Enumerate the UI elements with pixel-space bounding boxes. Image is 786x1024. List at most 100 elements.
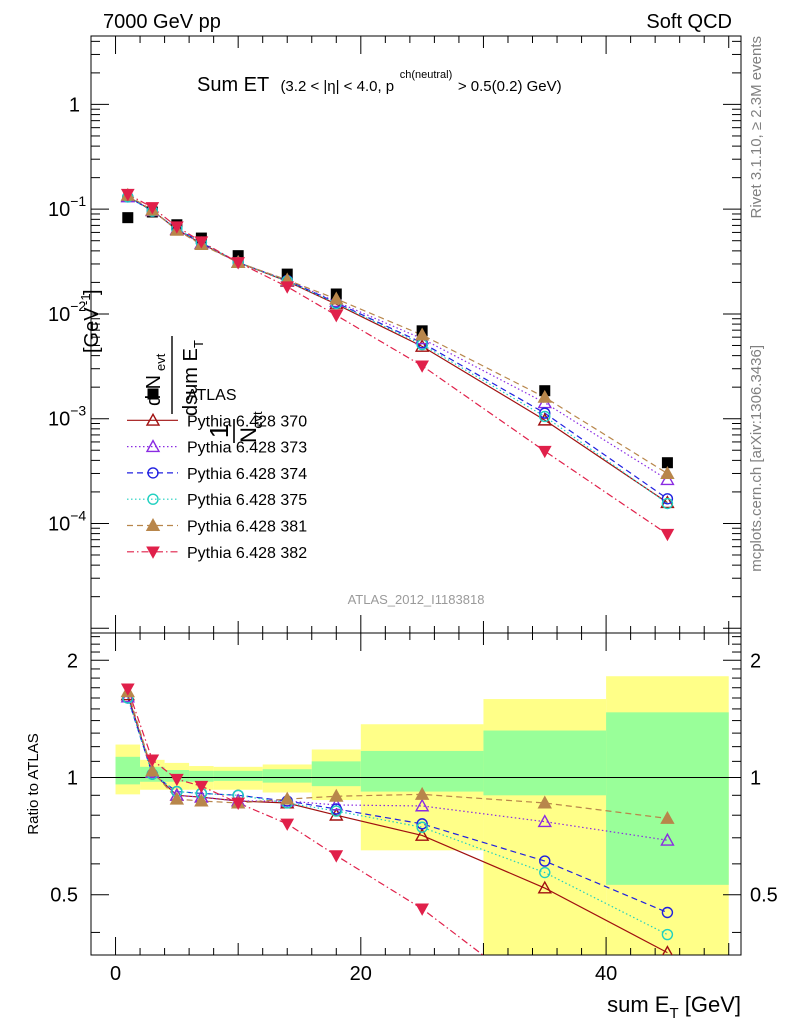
main-data-point — [661, 497, 674, 510]
main-data-point — [660, 466, 675, 479]
main-frame — [90, 35, 742, 634]
ratio-data-point — [539, 866, 551, 879]
x-tick-label: 40 — [595, 963, 617, 985]
ratio-data-point — [145, 754, 160, 767]
ratio-series-markers — [120, 683, 675, 955]
ratio-data-point — [414, 798, 430, 812]
legend-marker — [147, 467, 159, 479]
ratio-series-line — [127, 691, 668, 820]
ratio-xlabel-sub: T — [669, 1005, 678, 1022]
ratio-data-point — [414, 827, 430, 841]
main-series-line — [127, 196, 668, 481]
ratio-xlabel-unit: [GeV] — [679, 992, 741, 1017]
main-data-point — [280, 281, 295, 294]
ratio-xlabel: sum ET [GeV] — [607, 992, 741, 1022]
main-title: Sum ET (3.2 < |η| < 4.0, p ch(neutral) >… — [197, 61, 562, 96]
ratio-frame — [90, 632, 742, 956]
ratio-data-point — [661, 906, 674, 919]
ratio-xlabel-main: sum E — [607, 992, 669, 1017]
main-title-cond-a: (3.2 < |η| < 4.0, p — [280, 78, 394, 95]
main-series-line — [127, 194, 668, 474]
ratio-data-point — [415, 903, 429, 916]
main-data-point — [660, 528, 675, 542]
legend-marker — [145, 412, 161, 426]
ratio-data-point — [537, 814, 552, 828]
ratio-data-point — [145, 763, 160, 777]
series-lines — [127, 193, 668, 955]
ratio-y-tick-label-right: 0.5 — [750, 885, 778, 907]
main-series-line — [127, 196, 668, 505]
ratio-y-tick-label-left: 0.5 — [50, 885, 78, 907]
ratio-data-point — [231, 797, 246, 811]
ratio-y-tick-label-left: 1 — [67, 767, 78, 789]
legend-marker — [145, 518, 161, 531]
svg-text:1: 1 — [204, 424, 234, 438]
ratio-y-tick-label-right: 1 — [750, 767, 761, 789]
ratio-data-point — [330, 805, 342, 817]
svg-text:-1: -1 — [78, 293, 93, 305]
legend-marker — [146, 546, 160, 559]
legend-label: Pythia 6.428 382 — [187, 545, 307, 562]
legend-label: Pythia 6.428 370 — [187, 413, 307, 430]
header-right: Soft QCD — [646, 11, 732, 33]
main-data-point — [537, 445, 552, 459]
ratio-data-point — [329, 850, 344, 863]
header-left: 7000 GeV pp — [103, 11, 221, 33]
ratio-data-point — [169, 791, 185, 805]
mcplots-label: mcplots.cern.ch [arXiv:1306.3436] — [748, 345, 765, 572]
svg-text:N: N — [236, 427, 261, 443]
ratio-data-point — [661, 928, 674, 941]
band-inner-bin — [213, 770, 263, 781]
ratio-data-point — [194, 780, 209, 794]
ratio-series-line — [127, 696, 668, 841]
band-inner-bin — [189, 770, 214, 782]
main-data-point — [145, 202, 160, 215]
x-tick-label: 0 — [110, 963, 121, 985]
ratio-series-line — [127, 688, 484, 955]
ratio-data-point — [280, 791, 295, 805]
main-ylabel: 1 N evt d N evt dsum E T [GeV -1 ] — [78, 289, 265, 443]
main-data-point — [539, 407, 551, 419]
ratio-data-point — [280, 818, 295, 831]
main-data-point — [661, 493, 674, 505]
main-data-point — [329, 310, 344, 323]
legend-label: Pythia 6.428 374 — [187, 466, 307, 483]
ratio-data-point — [661, 945, 673, 955]
x-tick-label: 20 — [350, 963, 372, 985]
ratio-data-point — [120, 683, 135, 696]
legend: ATLAS Pythia 6.428 370 Pythia 6.428 373 Pyt… — [127, 387, 307, 562]
ratio-data-point — [194, 793, 209, 807]
main-data-point — [329, 291, 344, 305]
ratio-data-point — [539, 855, 551, 867]
main-title-cond-sup: ch(neutral) — [400, 69, 453, 81]
y-tick-label: 10−3 — [48, 403, 86, 431]
svg-text:T: T — [191, 340, 206, 348]
analysis-id: ATLAS_2012_I1183818 — [348, 592, 485, 607]
ratio-y-tick-label-right: 2 — [750, 650, 761, 672]
svg-text:]: ] — [81, 289, 103, 295]
main-data-point — [414, 338, 430, 352]
ratio-ylabel: Ratio to ATLAS — [25, 733, 42, 834]
band-inner-bin — [262, 769, 312, 783]
main-data-point — [122, 212, 134, 224]
main-data-point — [415, 360, 429, 373]
main-series-line — [127, 193, 668, 535]
ratio-data-point — [169, 773, 184, 787]
rivet-label: Rivet 3.1.10, ≥ 2.3M events — [748, 36, 765, 219]
main-data-point — [660, 472, 675, 486]
legend-label: ATLAS — [187, 387, 237, 404]
ratio-data-point — [537, 795, 552, 809]
legend-label: Pythia 6.428 381 — [187, 519, 307, 536]
main-data-point — [231, 257, 246, 270]
ratio-data-point — [660, 832, 675, 846]
svg-text:evt: evt — [153, 353, 168, 371]
legend-label: Pythia 6.428 375 — [187, 492, 307, 509]
y-tick-label: 10−2 — [48, 298, 86, 326]
ratio-series-line — [127, 697, 668, 914]
main-data-point — [194, 236, 209, 249]
svg-text:evt: evt — [250, 411, 265, 429]
band-inner-bin — [115, 756, 141, 785]
band-inner-bin — [606, 712, 729, 885]
main-data-point — [539, 410, 551, 423]
